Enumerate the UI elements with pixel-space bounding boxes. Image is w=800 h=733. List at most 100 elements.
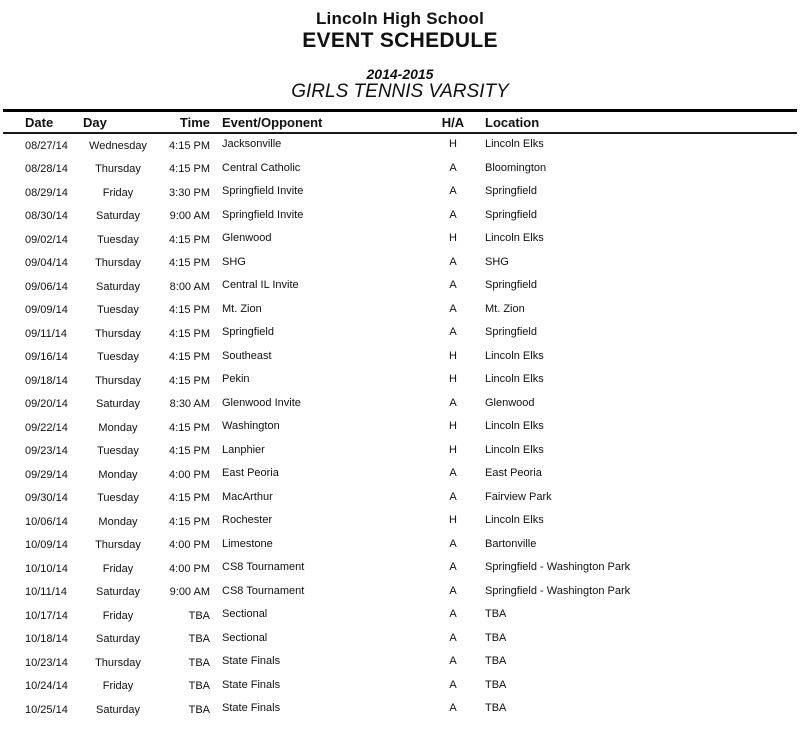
cell-time: 4:15 PM	[169, 257, 210, 270]
cell-date: 09/11/14	[25, 327, 68, 340]
table-row: 09/16/14 Tuesday 4:15 PM Southeast H Lincoln …	[0, 346, 800, 370]
cell-time: 4:00 PM	[169, 562, 210, 575]
cell-day: Saturday	[95, 586, 141, 599]
table-row: 09/06/14 Saturday 8:00 AM Central IL Invite…	[0, 275, 800, 299]
table-row: 10/24/14 Friday TBA State Finals A TBA	[0, 675, 800, 699]
cell-location: Lincoln Elks	[485, 349, 544, 362]
cell-event: Glenwood	[222, 232, 272, 245]
cell-date: 10/23/14	[25, 656, 68, 669]
cell-time: TBA	[188, 633, 210, 646]
cell-location: TBA	[485, 655, 507, 668]
cell-ha: A	[449, 208, 457, 221]
cell-location: Lincoln Elks	[485, 420, 544, 433]
table-row: 09/02/14 Tuesday 4:15 PM Glenwood H Lincoln E…	[0, 228, 800, 252]
column-header-date: Date	[25, 114, 54, 130]
cell-ha: A	[449, 279, 457, 292]
cell-date: 10/06/14	[25, 515, 68, 528]
cell-time: 4:15 PM	[169, 421, 210, 434]
table-row: 09/09/14 Tuesday 4:15 PM Mt. Zion A Mt. Zion	[0, 299, 800, 323]
cell-event: Rochester	[222, 514, 273, 527]
table-row: 10/11/14 Saturday 9:00 AM CS8 Tournament A Sp…	[0, 581, 800, 605]
cell-ha: A	[449, 655, 457, 668]
cell-event: State Finals	[222, 678, 281, 691]
cell-location: Springfield - Washington Park	[485, 561, 631, 574]
column-header-ha: H/A	[441, 114, 465, 130]
cell-location: Springfield	[485, 279, 537, 292]
cell-day: Friday	[102, 680, 134, 693]
cell-day: Tuesday	[97, 351, 139, 364]
cell-ha: H	[449, 138, 457, 151]
cell-time: 8:00 AM	[169, 280, 210, 293]
cell-ha: A	[449, 490, 457, 503]
cell-location: SHG	[485, 255, 509, 268]
document-header: Lincoln High School EVENT SCHEDULE 2014-…	[0, 0, 800, 102]
cell-location: Lincoln Elks	[485, 138, 544, 151]
cell-day: Monday	[98, 421, 138, 434]
cell-day: Friday	[102, 562, 134, 575]
table-column-header-row: Date Day Time Event/Opponent H/A Locatio…	[0, 112, 800, 132]
cell-date: 08/30/14	[25, 210, 68, 223]
table-row: 09/18/14 Thursday 4:15 PM Pekin H Lincoln Elk…	[0, 369, 800, 393]
cell-time: 4:15 PM	[169, 327, 210, 340]
cell-date: 10/25/14	[25, 703, 68, 716]
cell-ha: A	[449, 561, 457, 574]
cell-location: Springfield - Washington Park	[485, 584, 631, 597]
table-row: 08/28/14 Thursday 4:15 PM Central Catholic A…	[0, 158, 800, 182]
cell-time: 4:00 PM	[169, 539, 210, 552]
cell-event: Limestone	[222, 537, 273, 550]
column-header-event: Event/Opponent	[222, 114, 323, 130]
cell-event: Sectional	[222, 608, 268, 621]
cell-location: Bloomington	[485, 161, 547, 174]
cell-time: 4:15 PM	[169, 445, 210, 458]
cell-date: 10/24/14	[25, 680, 68, 693]
team-label: GIRLS TENNIS VARSITY	[291, 81, 509, 102]
cell-time: 9:00 AM	[169, 586, 210, 599]
cell-day: Wednesday	[89, 139, 147, 152]
cell-date: 09/06/14	[25, 280, 68, 293]
cell-day: Thursday	[95, 374, 141, 387]
cell-ha: A	[449, 537, 457, 550]
cell-time: 8:30 AM	[169, 398, 210, 411]
cell-ha: H	[449, 420, 457, 433]
cell-time: TBA	[188, 703, 210, 716]
cell-event: Pekin	[222, 373, 250, 386]
cell-time: 3:30 PM	[169, 186, 210, 199]
cell-day: Tuesday	[97, 233, 139, 246]
cell-date: 09/09/14	[25, 304, 68, 317]
table-row: 10/25/14 Saturday TBA State Finals A TBA	[0, 698, 800, 722]
cell-day: Saturday	[95, 633, 141, 646]
cell-day: Thursday	[95, 327, 141, 340]
cell-event: MacArthur	[222, 490, 273, 503]
cell-time: 4:15 PM	[169, 351, 210, 364]
cell-date: 10/09/14	[25, 539, 68, 552]
cell-day: Saturday	[95, 398, 141, 411]
cell-date: 09/22/14	[25, 421, 68, 434]
cell-day: Tuesday	[97, 445, 139, 458]
cell-day: Monday	[98, 515, 138, 528]
cell-event: Jacksonville	[222, 138, 282, 151]
cell-event: State Finals	[222, 702, 281, 715]
cell-date: 08/28/14	[25, 163, 68, 176]
school-name: Lincoln High School	[315, 9, 485, 28]
cell-location: Glenwood	[485, 396, 535, 409]
cell-ha: A	[449, 326, 457, 339]
cell-event: East Peoria	[222, 467, 279, 480]
table-row: 10/06/14 Monday 4:15 PM Rochester H Lincoln E…	[0, 510, 800, 534]
cell-day: Saturday	[95, 210, 141, 223]
table-row: 10/10/14 Friday 4:00 PM CS8 Tournament A Spri…	[0, 557, 800, 581]
cell-ha: A	[449, 584, 457, 597]
season-label: 2014-2015	[366, 66, 434, 82]
cell-ha: A	[449, 702, 457, 715]
schedule-rows: 08/27/14 Wednesday 4:15 PM Jacksonville H Lin…	[0, 134, 800, 722]
column-header-time: Time	[179, 114, 210, 130]
cell-event: Mt. Zion	[222, 302, 262, 315]
cell-ha: A	[449, 608, 457, 621]
cell-date: 08/29/14	[25, 186, 68, 199]
cell-day: Friday	[102, 186, 134, 199]
cell-ha: A	[449, 302, 457, 315]
cell-date: 10/10/14	[25, 562, 68, 575]
cell-date: 08/27/14	[25, 139, 68, 152]
cell-location: Springfield	[485, 326, 537, 339]
cell-date: 09/20/14	[25, 398, 68, 411]
cell-event: Springfield Invite	[222, 185, 304, 198]
